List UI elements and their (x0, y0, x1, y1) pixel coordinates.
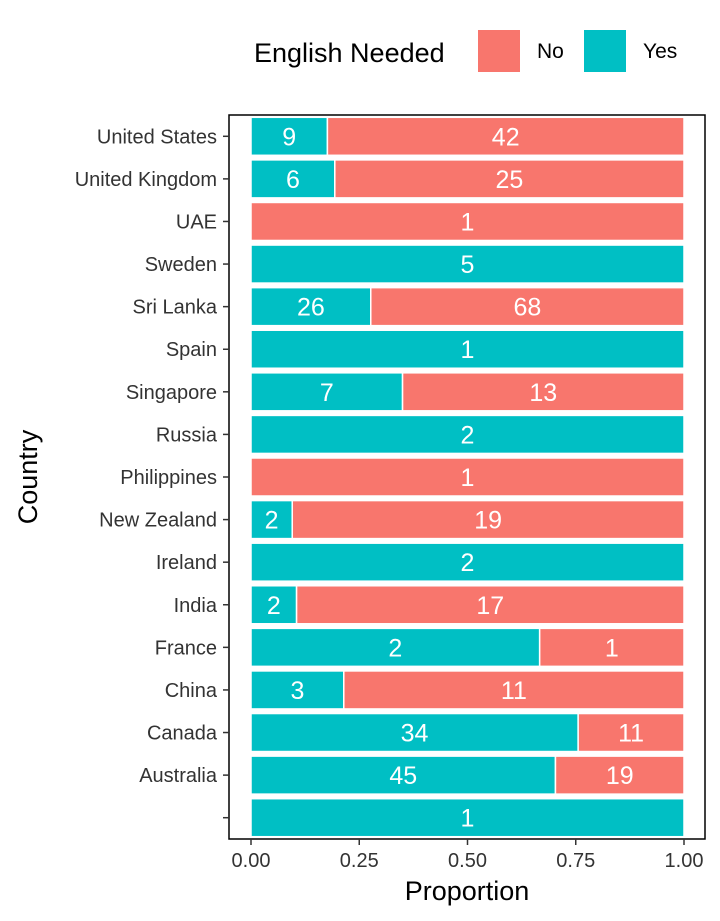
x-tick-label-0: 0.00 (232, 850, 271, 872)
data-label-no-2: 1 (461, 208, 475, 236)
y-axis-title: Country (13, 429, 43, 524)
data-label-no-0: 42 (492, 123, 520, 151)
data-label-no-1: 25 (495, 166, 523, 194)
data-label-yes-14: 34 (401, 720, 429, 748)
bar-no-13 (343, 670, 685, 710)
y-tick-label-10: Ireland (156, 552, 217, 574)
bar-yes-10 (250, 542, 685, 582)
y-tick-label-14: Canada (147, 723, 218, 745)
data-label-no-12: 1 (605, 634, 619, 662)
y-tick-label-5: Spain (166, 339, 217, 361)
bar-no-0 (326, 116, 685, 157)
data-label-yes-9: 2 (265, 507, 279, 535)
y-tick-label-1: United Kingdom (75, 169, 217, 191)
bar-yes-5 (250, 329, 685, 369)
bar-no-1 (334, 159, 685, 199)
y-tick-label-15: Australia (139, 765, 218, 787)
bar-no-15 (554, 755, 685, 795)
legend: English Needed No Yes (0, 28, 720, 74)
data-label-yes-15: 45 (389, 762, 417, 790)
data-label-no-9: 19 (474, 507, 502, 535)
data-label-yes-12: 2 (388, 634, 402, 662)
bar-yes-16 (250, 797, 685, 838)
data-label-no-6: 13 (529, 379, 557, 407)
y-tick-label-12: France (155, 637, 217, 659)
data-label-yes-10: 2 (461, 549, 475, 577)
bar-no-6 (401, 372, 685, 412)
bar-yes-1 (250, 159, 336, 199)
bar-yes-15 (250, 755, 557, 795)
data-label-yes-4: 26 (297, 294, 325, 322)
bar-no-9 (291, 499, 685, 540)
bar-no-4 (370, 286, 685, 327)
bar-yes-7 (250, 414, 685, 455)
data-label-no-13: 11 (501, 677, 527, 705)
x-tick-label-4: 1.00 (665, 850, 704, 872)
y-tick-label-6: Singapore (126, 382, 217, 404)
data-label-yes-7: 2 (461, 421, 475, 449)
data-label-yes-0: 9 (282, 123, 296, 151)
bar-yes-9 (250, 499, 293, 540)
data-label-yes-3: 5 (461, 251, 475, 279)
x-axis-title: Proportion (405, 876, 530, 906)
y-tick-label-9: New Zealand (99, 510, 217, 532)
x-tick-label-1: 0.25 (340, 850, 379, 872)
x-tick-label-2: 0.50 (448, 850, 487, 872)
legend-label-no: No (537, 40, 564, 63)
bar-no-8 (250, 457, 685, 497)
y-tick-label-7: Russia (156, 424, 218, 446)
x-tick-label-3: 0.75 (556, 850, 595, 872)
y-tick-label-11: India (174, 595, 218, 617)
legend-key-yes (584, 30, 626, 72)
data-label-yes-6: 7 (320, 379, 334, 407)
data-label-no-14: 11 (618, 720, 644, 748)
data-label-yes-11: 2 (267, 592, 281, 620)
bar-no-14 (577, 712, 685, 753)
bar-yes-4 (250, 286, 372, 327)
data-label-yes-5: 1 (461, 336, 475, 364)
bar-yes-6 (250, 372, 404, 412)
data-label-no-4: 68 (513, 294, 541, 322)
bar-yes-3 (250, 244, 685, 284)
y-tick-label-3: Sweden (145, 254, 217, 276)
bar-yes-13 (250, 670, 345, 710)
data-label-no-8: 1 (461, 464, 475, 492)
legend-title: English Needed (254, 38, 445, 68)
data-label-yes-1: 6 (286, 166, 300, 194)
legend-label-yes: Yes (643, 40, 678, 63)
legend-key-no (478, 30, 520, 72)
data-label-no-15: 19 (606, 762, 634, 790)
data-label-yes-16: 1 (461, 805, 475, 833)
bar-yes-14 (250, 712, 579, 753)
y-tick-label-0: United States (97, 126, 217, 148)
data-label-no-11: 17 (476, 592, 504, 620)
bar-yes-11 (250, 585, 298, 625)
y-tick-label-2: UAE (176, 211, 217, 233)
bar-no-11 (295, 585, 685, 625)
bar-yes-0 (250, 116, 329, 157)
data-label-yes-13: 3 (290, 677, 304, 705)
y-tick-label-8: Philippines (120, 467, 217, 489)
bar-no-12 (538, 627, 685, 668)
y-tick-label-4: Sri Lanka (133, 297, 218, 319)
bar-yes-12 (250, 627, 541, 668)
bar-no-2 (250, 201, 685, 242)
y-tick-label-13: China (165, 680, 218, 702)
